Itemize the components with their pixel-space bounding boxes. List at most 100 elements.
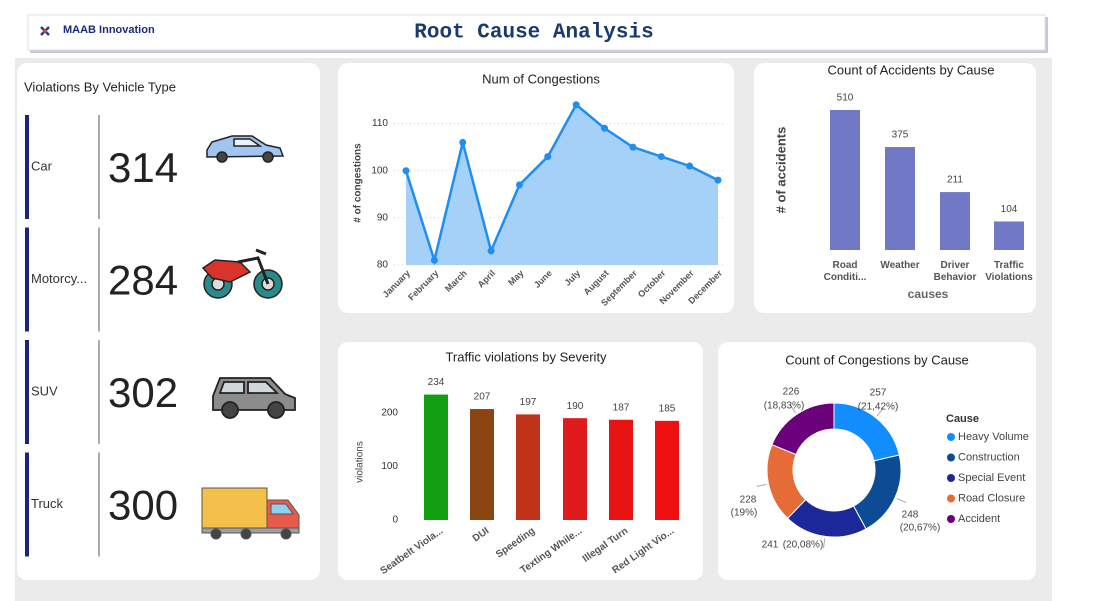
legend-marker <box>947 515 955 523</box>
y-tick-label: 100 <box>381 461 398 472</box>
x-tick-label-box: Weather <box>880 260 920 271</box>
donut-slice <box>771 402 835 456</box>
bar <box>940 192 970 250</box>
y-tick-label: 110 <box>372 118 388 129</box>
point <box>601 124 609 132</box>
data-label: 104 <box>1001 204 1018 215</box>
suv-icon <box>212 377 296 419</box>
card-value: 300 <box>108 482 178 529</box>
bar <box>655 420 679 520</box>
data-label: 187 <box>613 402 630 413</box>
data-label: 241 <box>762 540 779 551</box>
legend-label: Accident <box>958 513 1000 525</box>
data-label: 257 <box>870 388 887 399</box>
y-tick-label: 80 <box>377 260 389 271</box>
bar <box>885 147 915 250</box>
y-axis-label: violations <box>355 441 366 483</box>
point <box>515 181 523 189</box>
data-label: 190 <box>567 401 584 412</box>
legend-label: Road Closure <box>958 492 1025 504</box>
y-tick-label: 200 <box>381 407 398 418</box>
data-label: 375 <box>892 130 909 141</box>
leader-line <box>822 538 826 549</box>
point <box>544 153 552 161</box>
bar <box>424 394 448 520</box>
card-value: 314 <box>108 144 178 191</box>
point <box>572 101 580 109</box>
x-tick-label: Weather <box>880 260 920 271</box>
legend-label: Special Event <box>958 472 1025 484</box>
y-tick-label: 90 <box>377 212 389 223</box>
card-label: Truck <box>31 496 64 511</box>
card-label: SUV <box>31 383 58 398</box>
y-axis-label: # of congestions <box>353 143 364 223</box>
data-label: 226 <box>783 387 800 398</box>
data-label: 207 <box>474 392 491 403</box>
point <box>657 153 665 161</box>
x-tick-label: Road Conditi... <box>823 260 867 283</box>
point <box>714 176 722 184</box>
legend-label: Construction <box>958 451 1020 463</box>
legend-title: Cause <box>946 413 979 425</box>
legend-marker <box>947 474 955 482</box>
bar <box>830 110 860 250</box>
data-label: 228 <box>740 495 757 506</box>
data-label: 197 <box>520 397 537 408</box>
card-accent <box>25 115 29 219</box>
data-label: 211 <box>947 175 963 186</box>
bar <box>470 409 494 520</box>
bar <box>563 418 587 520</box>
x-tick-label: Driver Behavior <box>933 260 977 283</box>
chart-title: Num of Congestions <box>482 71 600 86</box>
leader-line <box>789 404 796 414</box>
x-tick-label-box: Driver Behavior <box>933 260 977 283</box>
x-axis-label: causes <box>908 287 949 301</box>
legend-label: Heavy Volume <box>958 431 1029 443</box>
vehicle-panel <box>17 63 320 580</box>
car-icon <box>206 135 285 163</box>
card-title: Violations By Vehicle Type <box>24 79 176 94</box>
bar <box>609 419 633 520</box>
x-tick-label: Traffic Violations <box>985 260 1033 283</box>
chart-title: Traffic violations by Severity <box>445 349 607 364</box>
y-tick-label: 0 <box>392 515 398 526</box>
truck-icon <box>201 487 300 540</box>
legend-marker <box>947 433 955 441</box>
legend-marker <box>947 494 955 503</box>
y-tick-label: 100 <box>371 165 388 176</box>
data-label: 248 <box>902 510 919 521</box>
point <box>686 162 694 170</box>
chart-title: Count of Congestions by Cause <box>785 352 969 367</box>
page-title: Root Cause Analysis <box>414 22 653 45</box>
legend-marker <box>947 453 955 462</box>
bar <box>516 414 540 520</box>
point <box>402 167 410 175</box>
point <box>459 138 467 146</box>
data-label: 234 <box>428 377 445 388</box>
logo-icon <box>40 26 50 36</box>
leader-line <box>896 497 907 503</box>
x-tick-label-box: Traffic Violations <box>985 260 1033 283</box>
point <box>487 247 495 255</box>
x-tick-label-box: Road Conditi... <box>823 260 867 283</box>
data-label: 510 <box>837 93 854 104</box>
leader-line <box>756 483 767 487</box>
card-value: 284 <box>108 257 178 304</box>
y-axis-label: # of accidents <box>773 127 788 214</box>
card-accent <box>25 340 29 444</box>
card-accent <box>25 452 29 557</box>
card-value: 302 <box>108 369 178 416</box>
percent-label: (20,67%) <box>900 523 941 534</box>
point <box>430 256 438 264</box>
header <box>27 14 1046 51</box>
line <box>404 102 719 265</box>
point <box>629 143 637 151</box>
logo-text: MAAB Innovation <box>63 24 155 36</box>
data-label: 185 <box>659 403 676 414</box>
percent-label: (21,42%) <box>858 402 899 413</box>
motorcycle-icon <box>201 248 283 299</box>
percent-label: (18,83%) <box>764 401 805 412</box>
percent-label: (19%) <box>731 508 758 519</box>
